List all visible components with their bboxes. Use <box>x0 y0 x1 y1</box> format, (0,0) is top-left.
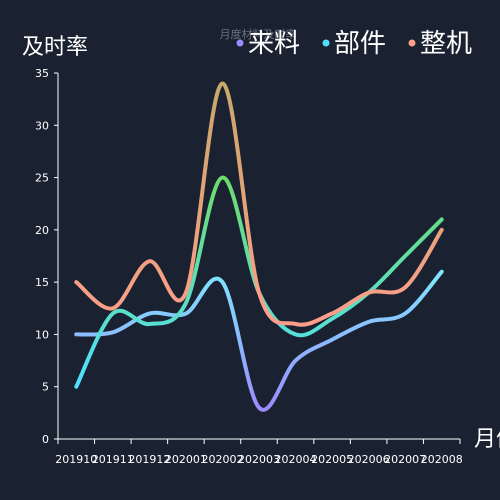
legend-label: 部件 <box>334 29 386 59</box>
y-tick-label: 5 <box>42 381 49 394</box>
y-tick-label: 15 <box>35 276 49 289</box>
x-tick-label: 202006 <box>348 453 390 466</box>
y-tick-label: 35 <box>35 67 49 80</box>
y-tick-label: 10 <box>35 328 49 341</box>
x-tick-label: 202004 <box>275 453 317 466</box>
chart-title: 月度材料及时率 <box>220 27 297 41</box>
y-tick-label: 25 <box>35 172 49 185</box>
y-tick-label: 0 <box>42 433 49 446</box>
x-tick-label: 202008 <box>421 453 463 466</box>
x-tick-label: 202001 <box>165 453 207 466</box>
series-line-3 <box>74 81 444 327</box>
legend-marker <box>236 39 244 47</box>
y-axis-label: 及时率 <box>22 35 88 60</box>
chart-legend: 来料 部件 整机 <box>236 29 472 59</box>
x-tick-label: 201911 <box>92 453 134 466</box>
y-tick-label: 20 <box>35 224 49 237</box>
legend-label: 整机 <box>420 29 472 59</box>
y-tick-label: 30 <box>35 119 49 132</box>
legend-marker <box>408 39 416 47</box>
x-axis-label: 月份 <box>474 427 500 452</box>
series-line-1 <box>74 269 444 412</box>
x-tick-label: 202002 <box>201 453 243 466</box>
x-tick-label: 202005 <box>311 453 353 466</box>
x-tick-label: 201910 <box>55 453 97 466</box>
x-tick-label: 202003 <box>238 453 280 466</box>
x-tick-label: 202007 <box>384 453 426 466</box>
legend-marker <box>322 39 330 47</box>
x-tick-label: 201912 <box>128 453 170 466</box>
legend-label: 来料 <box>248 29 300 59</box>
axes: 0510152025303520191020191120191220200120… <box>35 67 463 466</box>
series-lines <box>74 81 444 412</box>
